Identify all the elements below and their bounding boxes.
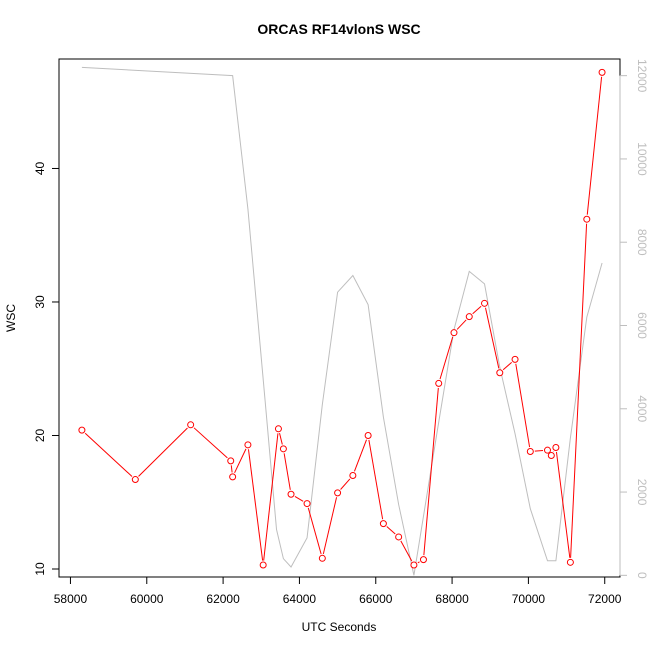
x-tick-label: 68000 — [435, 592, 469, 606]
y2-tick-label: 2000 — [635, 479, 649, 506]
series-segment-primary — [307, 507, 322, 555]
series-segment-primary — [515, 363, 531, 448]
data-point — [259, 561, 267, 569]
series-segment-primary — [400, 540, 413, 562]
series-segment-primary — [439, 336, 454, 380]
series-segment-primary — [586, 76, 603, 215]
data-point — [481, 299, 489, 307]
y-axis-left: 10 20 30 40 — [33, 161, 60, 576]
series-segment-primary — [456, 319, 467, 330]
data-point — [511, 355, 519, 363]
series-line-secondary — [81, 66, 603, 576]
data-point — [419, 556, 427, 564]
data-point — [566, 558, 574, 566]
series-segment-primary — [247, 449, 264, 561]
data-point — [379, 520, 387, 528]
data-point — [279, 445, 287, 453]
series-segment-primary — [555, 451, 571, 558]
series-segment-primary — [340, 478, 351, 490]
data-point — [244, 441, 252, 449]
x-tick-label: 64000 — [283, 592, 317, 606]
x-tick-label: 70000 — [512, 592, 546, 606]
data-point — [334, 489, 342, 497]
data-point — [318, 554, 326, 562]
series-segment-primary — [193, 427, 228, 459]
data-point — [395, 533, 403, 541]
data-point — [496, 369, 504, 377]
y2-tick-label: 0 — [635, 572, 649, 579]
series-segment-primary — [322, 497, 338, 555]
y-tick-label: 40 — [33, 161, 47, 175]
x-axis-label: UTC Seconds — [302, 620, 377, 634]
data-point — [131, 476, 139, 484]
x-tick-label: 62000 — [206, 592, 240, 606]
data-point — [450, 329, 458, 337]
series-layer — [78, 66, 606, 576]
y-axis-right: 0 2000 4000 6000 8000 10000 12000 — [619, 59, 649, 579]
series-segment-primary — [570, 223, 588, 558]
y2-tick-label: 4000 — [635, 395, 649, 422]
y2-tick-label: 8000 — [635, 229, 649, 256]
series-segment-primary — [484, 307, 500, 369]
series-segment-primary — [230, 465, 233, 473]
data-point — [187, 421, 195, 429]
data-point — [465, 313, 473, 321]
series-segment-primary — [84, 432, 133, 477]
data-point — [274, 425, 282, 433]
series-segment-primary — [138, 427, 188, 477]
data-point — [287, 490, 295, 498]
y2-tick-label: 6000 — [635, 312, 649, 339]
series-segment-primary — [423, 387, 439, 556]
series-segment-primary — [386, 526, 396, 535]
series-segment-primary — [279, 433, 283, 445]
data-point — [410, 561, 418, 569]
data-point — [227, 457, 235, 465]
x-tick-label: 58000 — [54, 592, 88, 606]
data-point — [229, 473, 237, 481]
series-segment-primary — [534, 450, 544, 452]
series-segment-primary — [368, 439, 384, 520]
x-tick-label: 72000 — [588, 592, 622, 606]
x-axis: 58000 60000 62000 64000 66000 68000 70000 72000 — [54, 576, 622, 606]
series-segment-primary — [417, 561, 420, 564]
series-segment-primary — [353, 439, 367, 472]
data-point — [349, 472, 357, 480]
series-segment-primary — [502, 361, 512, 371]
plot-frame — [58, 58, 621, 578]
series-segment-primary — [294, 496, 304, 502]
data-point — [435, 379, 443, 387]
y-tick-label: 30 — [33, 295, 47, 309]
data-point — [547, 452, 555, 460]
y2-tick-label: 10000 — [635, 142, 649, 176]
chart-title: ORCAS RF14vlonS WSC — [257, 21, 420, 37]
x-tick-label: 60000 — [130, 592, 164, 606]
data-point — [583, 215, 591, 223]
data-point — [543, 446, 551, 454]
series-segment-primary — [234, 448, 247, 474]
data-point — [78, 426, 86, 434]
series-segment-primary — [472, 305, 482, 315]
data-point — [303, 500, 311, 508]
y2-tick-label: 12000 — [635, 59, 649, 93]
x-tick-label: 66000 — [359, 592, 393, 606]
series-segment-primary — [263, 433, 279, 561]
y-tick-label: 20 — [33, 428, 47, 442]
y-tick-label: 10 — [33, 562, 47, 576]
series-segment-primary — [283, 453, 291, 490]
data-point — [526, 448, 534, 456]
y-axis-label: WSC — [4, 304, 18, 332]
data-point — [598, 68, 606, 76]
data-point — [364, 431, 372, 439]
data-point — [552, 444, 560, 451]
